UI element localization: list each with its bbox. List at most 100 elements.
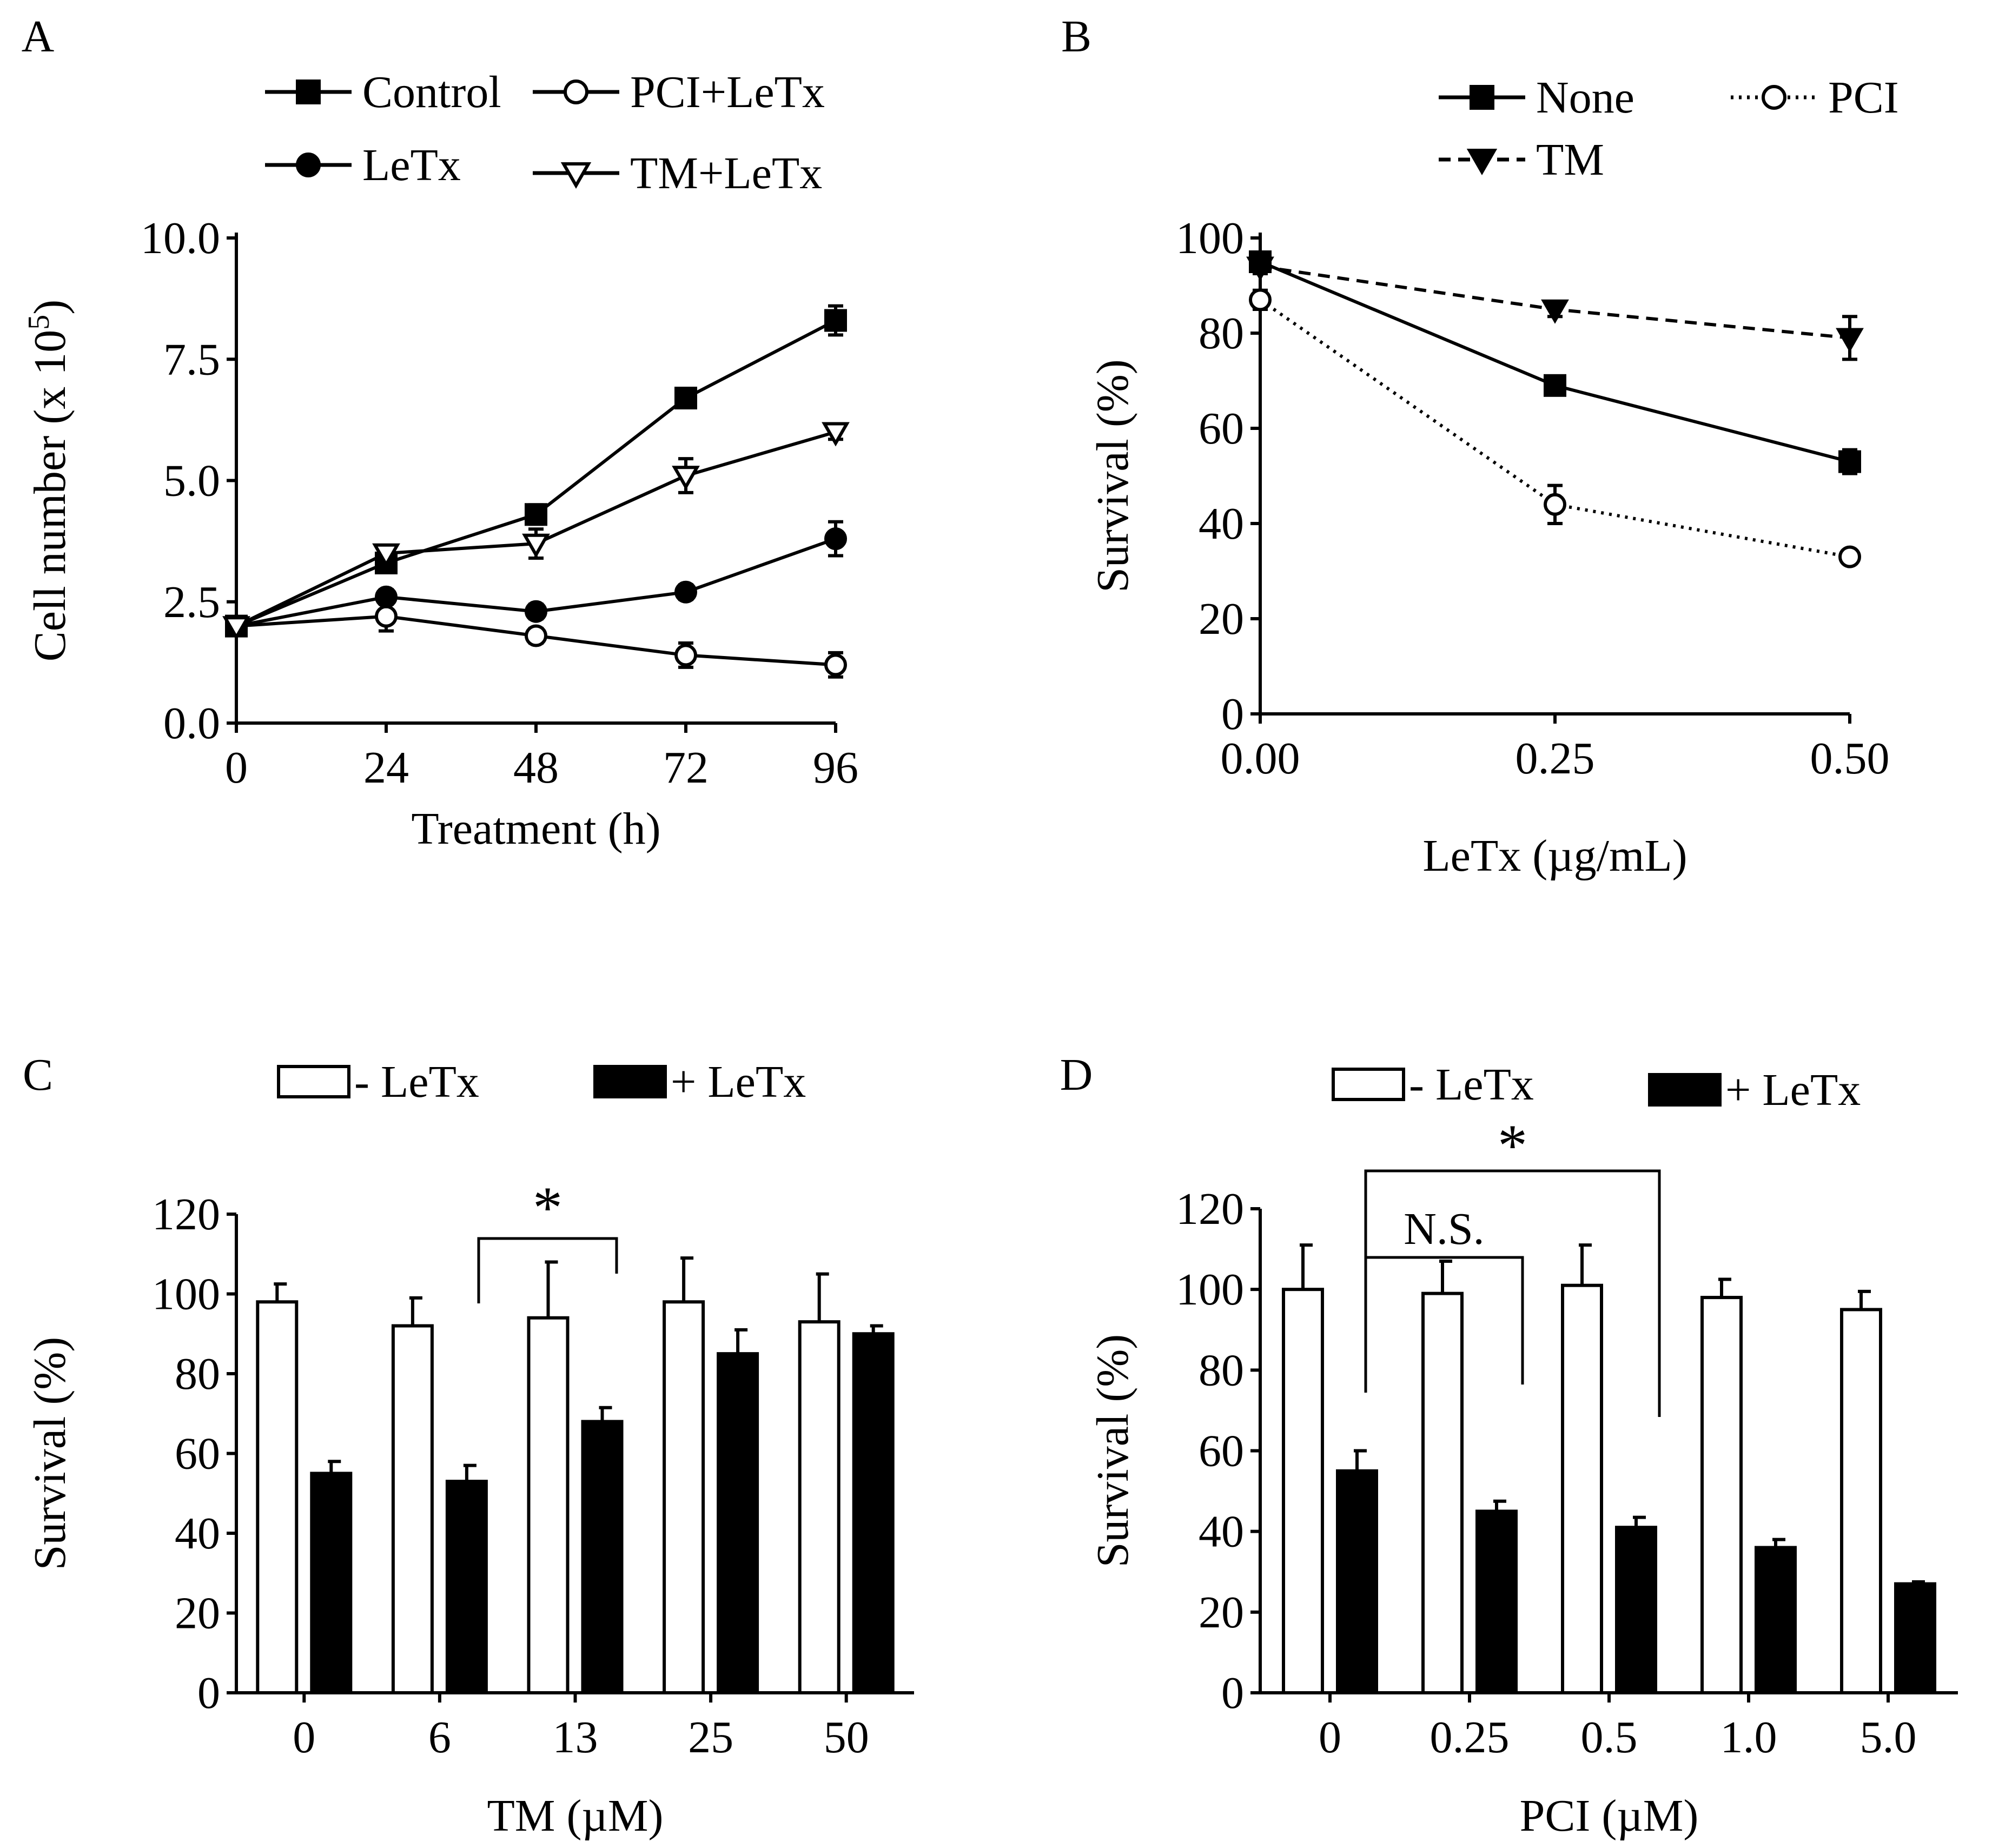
panel-a: 0.0 2.5 5.0 7.5 10.0 0 24 48 72 96 Treatment (h) Ce… xyxy=(22,67,858,854)
y-tick-label: 0.0 xyxy=(163,698,220,749)
data-point xyxy=(1541,299,1569,324)
y-tick-label: 120 xyxy=(152,1189,220,1240)
bar xyxy=(1894,1582,1936,1694)
bar xyxy=(852,1332,895,1694)
data-point xyxy=(1544,374,1566,397)
series-line-control xyxy=(235,319,837,628)
data-point xyxy=(375,585,398,608)
y-tick-label: 40 xyxy=(1199,1507,1244,1557)
y-axis-label-text: Cell number (x 10 xyxy=(25,330,75,662)
data-point xyxy=(1544,493,1566,516)
legend-item: None xyxy=(1439,72,1634,123)
y-axis-label: Cell number (x 105) xyxy=(22,300,75,662)
x-axis-label: TM (µM) xyxy=(487,1791,663,1841)
bar xyxy=(1336,1469,1378,1695)
x-tick-label: 0 xyxy=(293,1712,315,1763)
data-point xyxy=(824,527,847,551)
significance-bracket xyxy=(477,1237,618,1303)
data-point xyxy=(824,309,847,332)
y-tick-label: 100 xyxy=(152,1269,220,1320)
legend-swatch xyxy=(1648,1073,1722,1107)
bar xyxy=(663,1300,705,1694)
legend-marker xyxy=(1470,85,1494,110)
legend-swatch xyxy=(1332,1068,1405,1101)
legend-item: - LeTx xyxy=(277,1057,479,1107)
legend-item: TM xyxy=(1439,135,1604,185)
x-tick-label: 0.5 xyxy=(1581,1712,1638,1763)
y-tick-label: 120 xyxy=(1176,1184,1244,1234)
legend-label: Control xyxy=(362,67,501,117)
y-tick-label: 2.5 xyxy=(163,577,220,627)
data-point xyxy=(1838,450,1861,473)
legend-label: TM+LeTx xyxy=(630,148,822,198)
legend-item: TM+LeTx xyxy=(533,148,822,198)
data-point xyxy=(222,616,250,641)
x-tick-label: 0.00 xyxy=(1221,733,1300,784)
significance-label: * xyxy=(533,1175,562,1241)
legend-item: Control xyxy=(265,67,501,117)
y-axis-label: Survival (%) xyxy=(1088,1334,1138,1568)
legend-item: + LeTx xyxy=(593,1057,806,1107)
x-tick-label: 0 xyxy=(1319,1712,1341,1763)
panel-d: 0 20 40 60 80 100 120 0 0.25 0.5 1.0 5.0 N.S. * PCI (µ… xyxy=(1088,1059,1958,1841)
y-tick-label: 20 xyxy=(1199,594,1244,644)
y-tick-label: 10.0 xyxy=(141,213,220,263)
y-tick-label: 60 xyxy=(1199,1426,1244,1476)
data-point xyxy=(525,600,547,623)
y-tick-label: 80 xyxy=(1199,1345,1244,1395)
y-tick-label: 0 xyxy=(197,1668,220,1718)
y-tick-label: 60 xyxy=(175,1429,220,1479)
y-axis-label-end: ) xyxy=(25,300,75,315)
legend-marker xyxy=(1466,149,1498,176)
bar xyxy=(1755,1546,1797,1694)
bar xyxy=(256,1300,299,1694)
legend-label: - LeTx xyxy=(354,1057,479,1107)
legend-label: LeTx xyxy=(362,140,461,190)
data-point xyxy=(1249,288,1272,312)
significance-label: * xyxy=(1498,1112,1527,1178)
data-point xyxy=(1836,328,1864,353)
panel-letter-b: B xyxy=(1061,11,1091,62)
data-point xyxy=(525,503,547,526)
x-tick-label: 50 xyxy=(824,1712,869,1763)
x-axis-label: PCI (µM) xyxy=(1520,1791,1699,1841)
x-tick-label: 24 xyxy=(363,743,409,793)
data-point xyxy=(522,533,550,558)
y-tick-label: 7.5 xyxy=(163,334,220,385)
bar xyxy=(1700,1296,1743,1694)
bar xyxy=(1475,1509,1518,1694)
x-tick-label: 13 xyxy=(553,1712,598,1763)
legend-item: + LeTx xyxy=(1648,1065,1861,1115)
y-axis-label: Survival (%) xyxy=(1088,359,1138,593)
data-point xyxy=(1246,256,1274,281)
legend-label: + LeTx xyxy=(671,1057,806,1107)
legend-label: TM xyxy=(1536,135,1604,185)
data-point xyxy=(674,580,697,604)
data-point xyxy=(375,605,398,628)
x-axis-label: LeTx (µg/mL) xyxy=(1422,831,1687,881)
bar xyxy=(798,1320,841,1694)
bar xyxy=(1840,1308,1882,1694)
significance-bracket xyxy=(1364,1169,1661,1417)
x-tick-label: 0 xyxy=(225,743,248,793)
legend-item: PCI+LeTx xyxy=(533,67,825,117)
y-axis-label-sup: 5 xyxy=(22,315,56,330)
panel-b: 0 20 40 60 80 100 0.00 0.25 0.50 LeTx (µg/mL) Surv… xyxy=(1088,72,1899,881)
bar xyxy=(391,1324,434,1694)
bar xyxy=(1561,1283,1603,1694)
legend-item: - LeTx xyxy=(1332,1059,1534,1110)
y-tick-label: 0 xyxy=(1221,689,1244,739)
legend-marker xyxy=(564,80,588,104)
x-tick-label: 6 xyxy=(428,1712,451,1763)
bar xyxy=(581,1420,624,1694)
legend-label: PCI xyxy=(1828,72,1899,123)
y-tick-label: 5.0 xyxy=(163,456,220,506)
bar xyxy=(445,1480,488,1694)
data-point xyxy=(1838,545,1861,568)
legend-item: LeTx xyxy=(265,140,461,190)
bar xyxy=(717,1352,759,1694)
legend-marker xyxy=(1762,85,1786,110)
data-point xyxy=(824,653,847,677)
legend-marker xyxy=(560,162,592,189)
